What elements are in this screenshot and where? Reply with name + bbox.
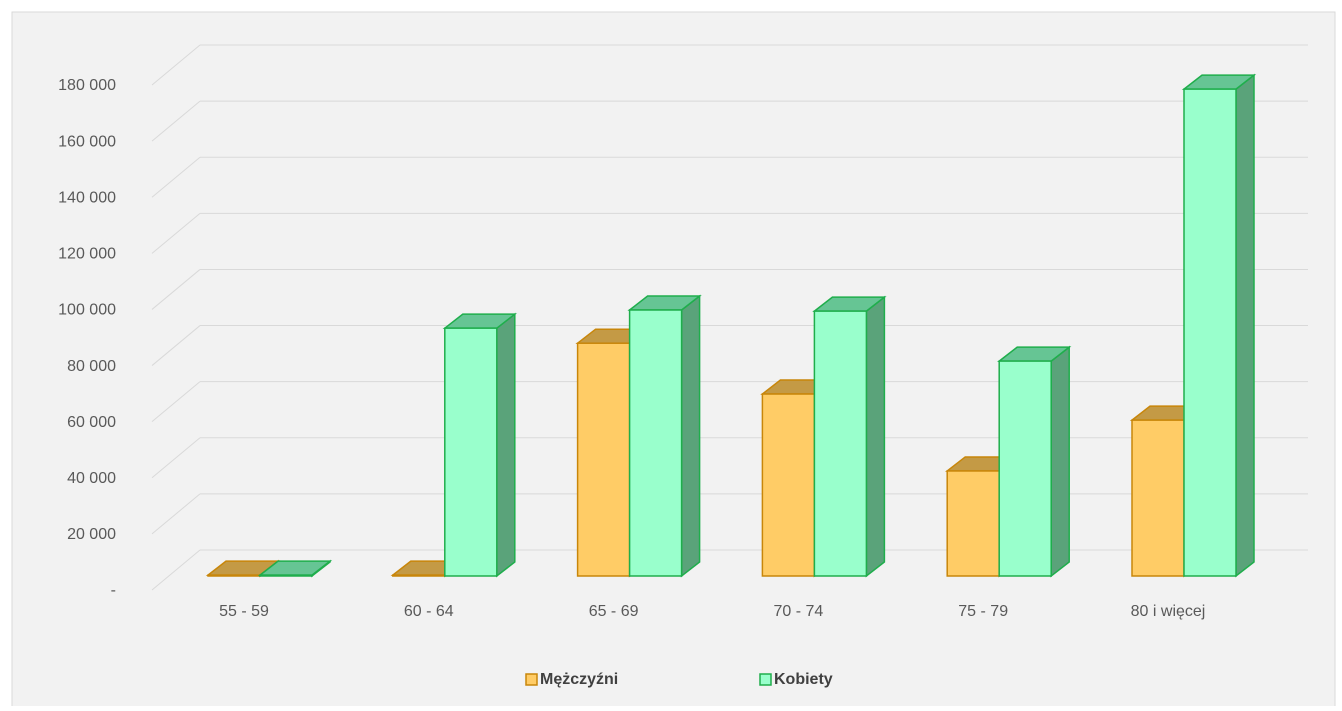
- grid-line-side: [151, 100, 201, 142]
- y-tick-label: 100 000: [58, 302, 116, 319]
- bar: [444, 327, 498, 577]
- x-tick-label: 70 - 74: [773, 603, 823, 620]
- y-tick-label: -: [111, 582, 116, 599]
- bar: [1183, 88, 1237, 577]
- y-tick-label: 140 000: [58, 189, 116, 206]
- bar: [998, 360, 1052, 577]
- legend-label: Kobiety: [774, 671, 833, 688]
- y-tick-label: 160 000: [58, 133, 116, 150]
- grid-line-side: [151, 269, 201, 310]
- bar-side: [680, 294, 701, 578]
- y-tick-label: 20 000: [67, 526, 116, 543]
- x-tick-label: 60 - 64: [404, 603, 454, 620]
- bar: [392, 574, 446, 577]
- bar-side: [1235, 73, 1255, 578]
- legend-swatch: [759, 673, 772, 686]
- x-tick-label: 65 - 69: [589, 603, 639, 620]
- bar: [576, 342, 631, 577]
- grid-line-side: [151, 156, 201, 198]
- bar: [946, 470, 1000, 577]
- bar: [259, 574, 313, 577]
- bar: [813, 310, 868, 577]
- bar: [628, 309, 683, 577]
- grid-line-side: [151, 44, 201, 86]
- bar-side: [496, 312, 516, 578]
- grid-line-side: [151, 549, 201, 591]
- y-tick-label: 80 000: [67, 358, 116, 375]
- bar: [207, 574, 261, 577]
- y-tick-label: 120 000: [58, 246, 116, 263]
- x-tick-label: 75 - 79: [958, 603, 1008, 620]
- x-tick-label: 80 i więcej: [1131, 603, 1206, 620]
- grid-line-side: [151, 437, 201, 479]
- y-tick-label: 180 000: [58, 77, 116, 94]
- bar: [1131, 419, 1185, 577]
- grid-line-side: [151, 212, 201, 254]
- grid-line-side: [151, 381, 201, 423]
- y-tick-label: 40 000: [67, 470, 116, 487]
- legend-label: Mężczyźni: [540, 671, 618, 688]
- grid-line-side: [151, 325, 201, 366]
- bar: [761, 393, 816, 577]
- grid-line-side: [151, 493, 201, 535]
- bar-side: [865, 295, 886, 578]
- y-tick-label: 60 000: [67, 414, 116, 431]
- bar-side: [1050, 345, 1070, 578]
- legend-swatch: [525, 673, 538, 686]
- x-tick-label: 55 - 59: [219, 603, 269, 620]
